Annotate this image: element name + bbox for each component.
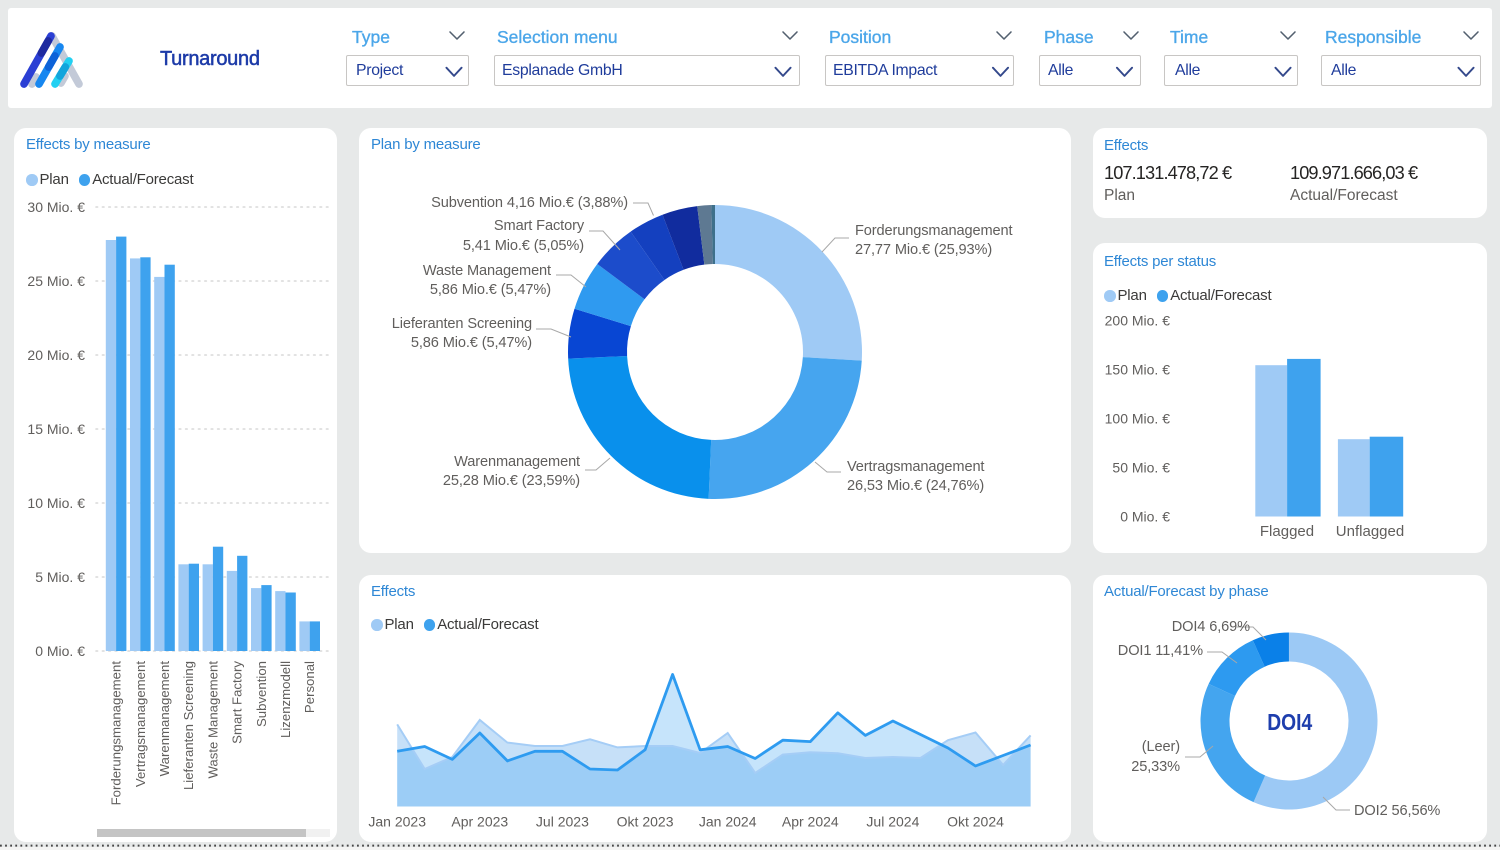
svg-text:15 Mio. €: 15 Mio. € (27, 421, 85, 437)
svg-text:Jul 2024: Jul 2024 (866, 814, 919, 830)
svg-text:Apr 2024: Apr 2024 (782, 814, 839, 830)
svg-text:30 Mio. €: 30 Mio. € (27, 199, 85, 215)
svg-text:Waste Management: Waste Management (205, 661, 220, 779)
svg-text:0 Mio. €: 0 Mio. € (1120, 508, 1170, 524)
svg-text:5 Mio. €: 5 Mio. € (35, 569, 85, 585)
svg-text:20 Mio. €: 20 Mio. € (27, 347, 85, 363)
svg-text:0 Mio. €: 0 Mio. € (35, 643, 85, 659)
svg-text:25 Mio. €: 25 Mio. € (27, 273, 85, 289)
svg-text:Unflagged: Unflagged (1336, 523, 1404, 540)
svg-text:Okt 2024: Okt 2024 (947, 814, 1004, 830)
svg-text:Jan 2024: Jan 2024 (699, 814, 757, 830)
svg-text:10 Mio. €: 10 Mio. € (27, 495, 85, 511)
svg-text:Smart Factory: Smart Factory (230, 661, 245, 744)
svg-text:Forderungsmanagement: Forderungsmanagement (109, 661, 124, 806)
svg-text:Lieferanten Screening: Lieferanten Screening (181, 661, 196, 790)
svg-text:Subvention: Subvention (254, 661, 269, 727)
svg-text:Warenmanagement: Warenmanagement (157, 661, 172, 777)
svg-text:150 Mio. €: 150 Mio. € (1105, 361, 1171, 377)
svg-text:Okt 2023: Okt 2023 (617, 814, 674, 830)
svg-text:Flagged: Flagged (1260, 523, 1314, 540)
svg-text:Lizenzmodell: Lizenzmodell (278, 661, 293, 738)
svg-text:Personal: Personal (302, 661, 317, 713)
svg-text:DOI4: DOI4 (1267, 709, 1312, 735)
svg-text:200 Mio. €: 200 Mio. € (1105, 313, 1171, 329)
svg-text:Jul 2023: Jul 2023 (536, 814, 589, 830)
svg-text:Vertragsmanagement: Vertragsmanagement (133, 661, 148, 787)
svg-text:Jan 2023: Jan 2023 (368, 814, 426, 830)
svg-text:Apr 2023: Apr 2023 (451, 814, 508, 830)
svg-text:100 Mio. €: 100 Mio. € (1105, 410, 1171, 426)
svg-text:50 Mio. €: 50 Mio. € (1112, 459, 1170, 475)
